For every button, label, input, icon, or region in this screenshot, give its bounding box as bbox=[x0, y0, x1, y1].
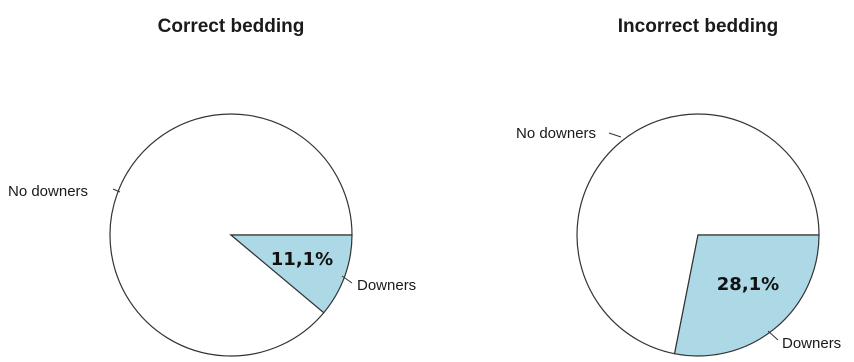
slice-label-downers: Downers bbox=[782, 335, 841, 352]
slice-label-no-downers: No downers bbox=[8, 183, 88, 200]
chart-title-correct-bedding: Correct bedding bbox=[158, 16, 305, 37]
data-label-downers-percent: 28,1% bbox=[717, 274, 779, 295]
chart-title-incorrect-bedding: Incorrect bedding bbox=[618, 16, 778, 37]
slice-label-downers: Downers bbox=[357, 277, 416, 294]
leader-line-no-downers bbox=[608, 132, 622, 138]
pie-slice-no-downers bbox=[576, 113, 820, 355]
slice-label-no-downers: No downers bbox=[516, 125, 596, 142]
data-label-downers-percent: 11,1% bbox=[271, 249, 333, 270]
pie-slice-downers bbox=[229, 234, 353, 314]
pie-chart-correct-bedding: Correct bedding No downers Downers 11,1% bbox=[8, 16, 416, 357]
pie-chart-incorrect-bedding: Incorrect bedding No downers Downers 28,… bbox=[516, 16, 841, 357]
pie-0-slices bbox=[109, 113, 353, 357]
pie-1-slices bbox=[576, 113, 820, 357]
leader-line-no-downers bbox=[112, 188, 121, 193]
leader-line-downers bbox=[341, 275, 353, 284]
leader-line-downers bbox=[767, 330, 779, 341]
pie-slice-downers bbox=[673, 234, 820, 357]
